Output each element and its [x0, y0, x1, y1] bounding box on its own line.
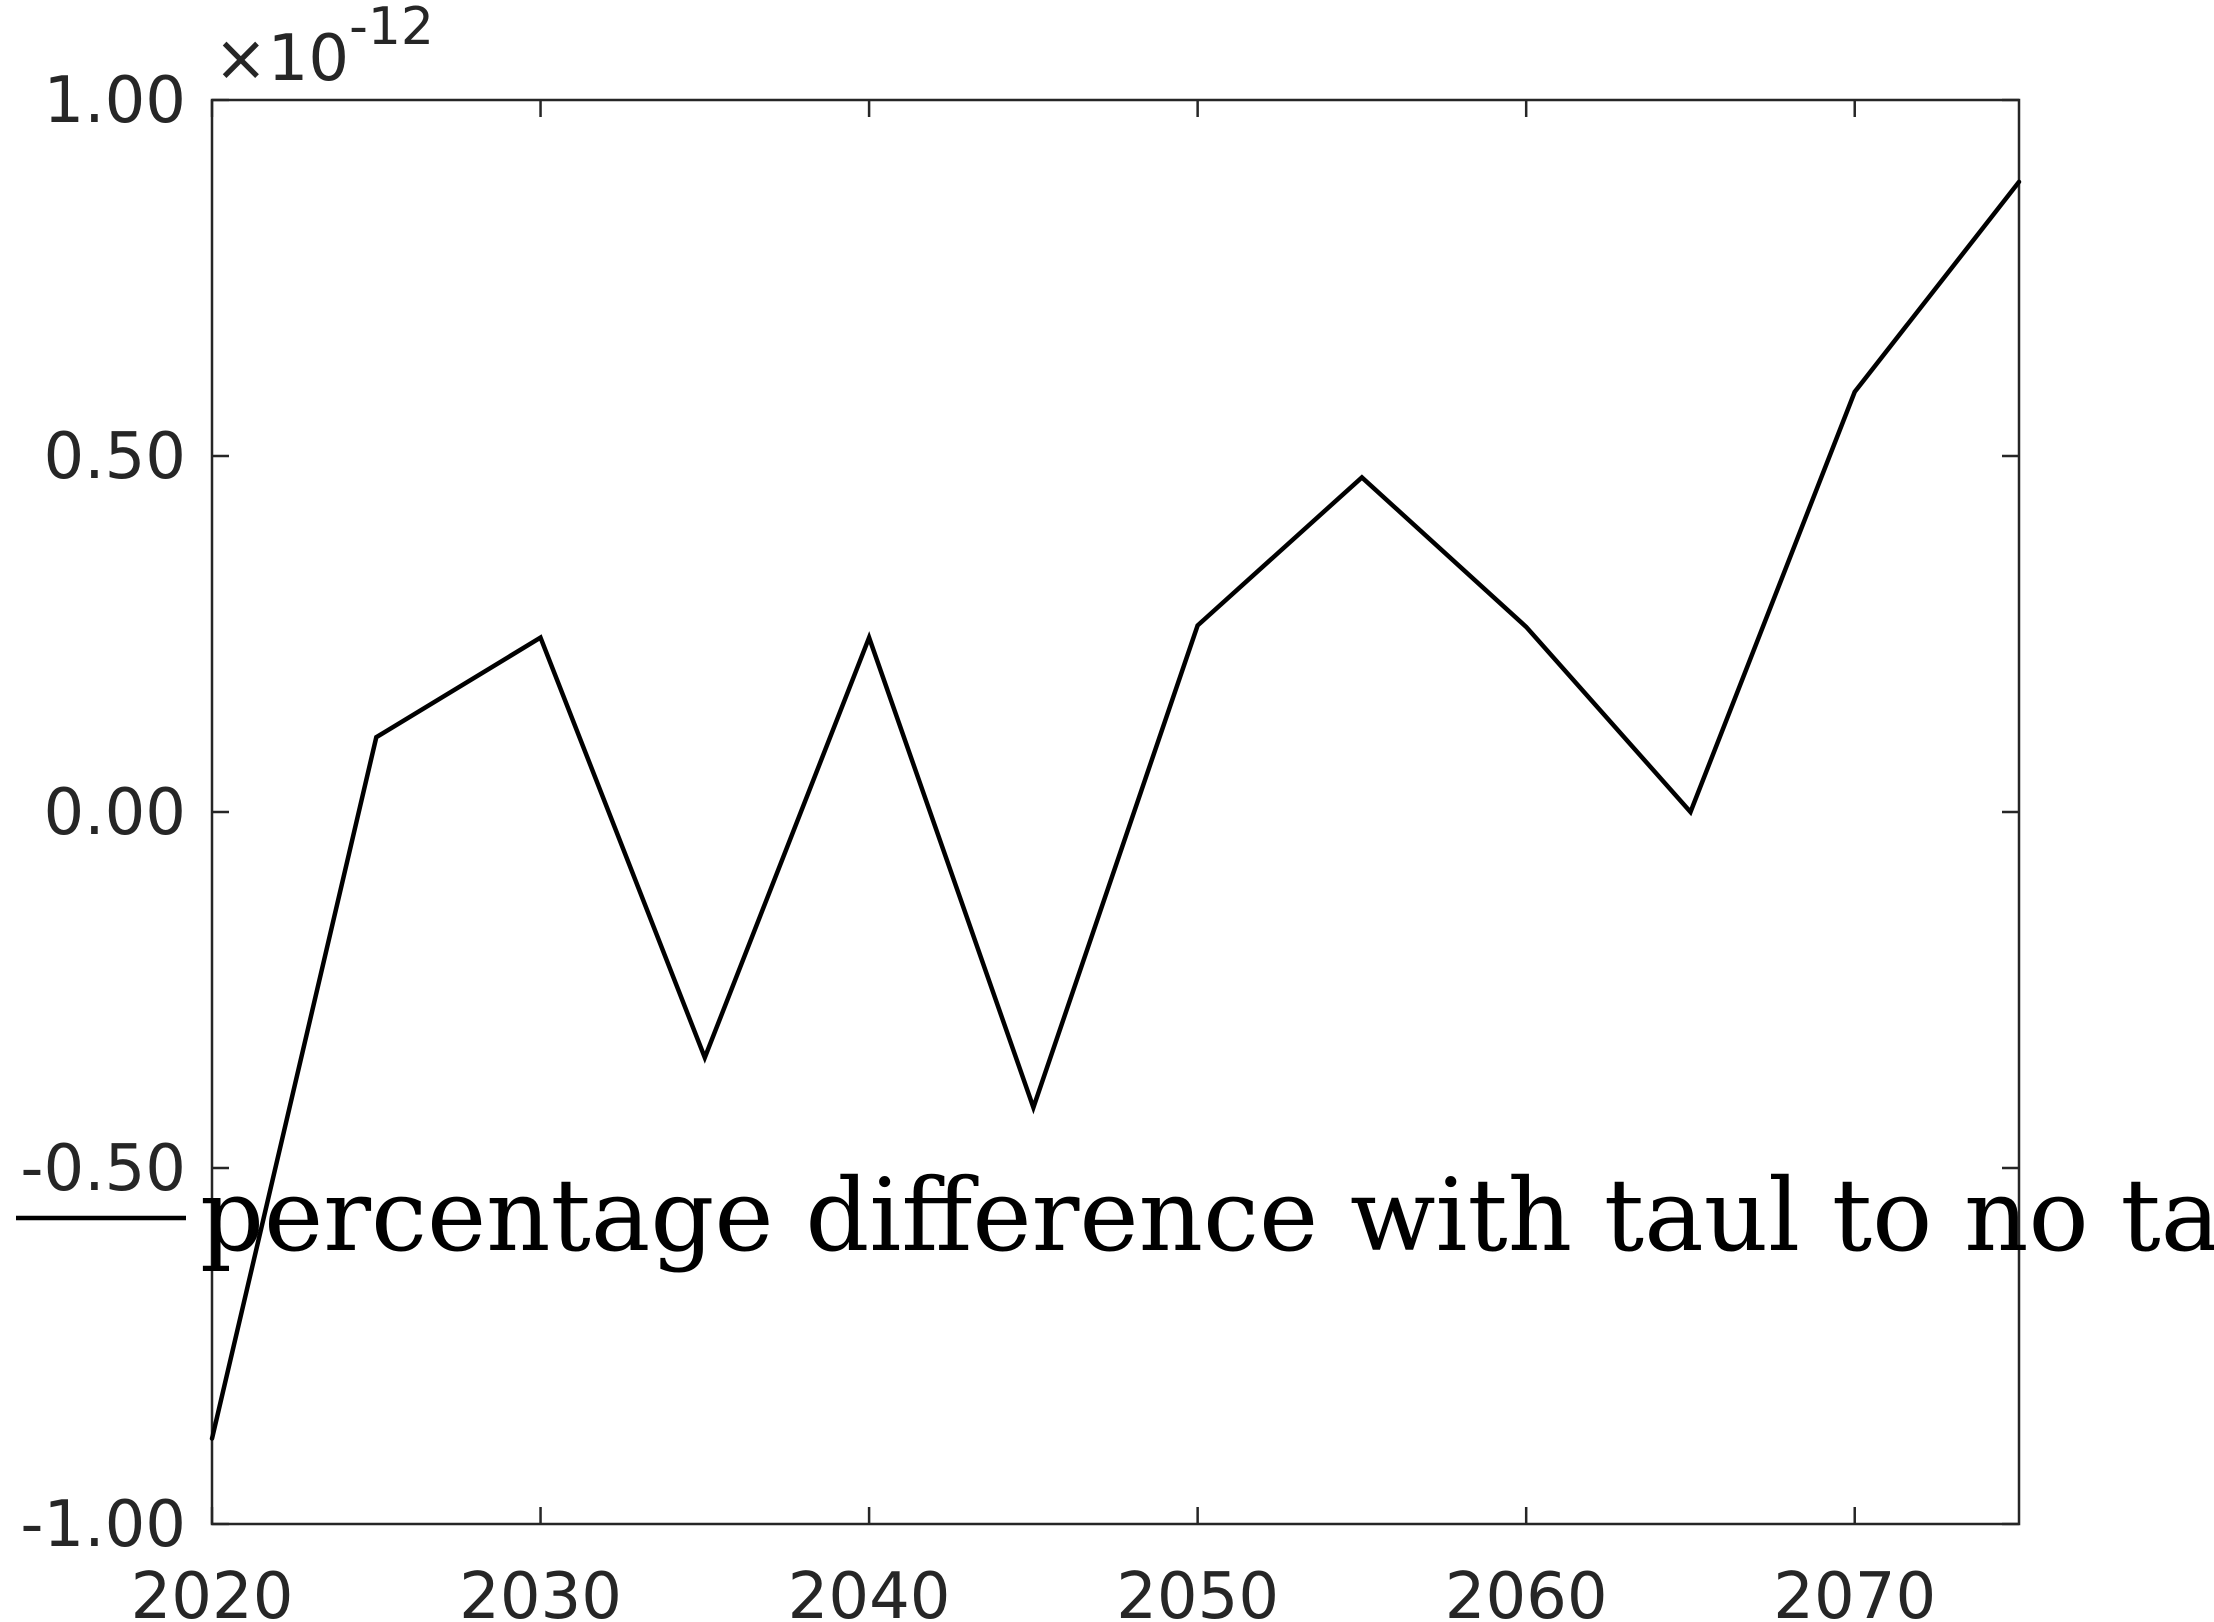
tick-marks	[210, 98, 2019, 1526]
series-layer	[209, 179, 2022, 1441]
y-tick-label: 0.50	[44, 420, 187, 494]
exponent-power: -12	[349, 0, 434, 57]
x-tick-label: 2030	[459, 1560, 622, 1622]
y-tick-label: 0.00	[44, 776, 187, 850]
plot-area	[210, 98, 2021, 1526]
legend-label: percentage difference with taul to no ta…	[200, 1157, 2214, 1274]
axes-frame	[210, 98, 2021, 1526]
x-tick-label: 2050	[1116, 1560, 1279, 1622]
x-tick-label: 2060	[1445, 1560, 1608, 1622]
legend: percentage difference with taul to no ta…	[16, 1157, 2214, 1274]
exponent-base: ×10	[214, 22, 349, 96]
y-tick-labels: -1.00 -0.50 0.00 0.50 1.00	[20, 64, 186, 1562]
x-tick-labels: 2020 2030 2040 2050 2060 2070	[131, 1560, 1937, 1622]
x-tick-label: 2070	[1773, 1560, 1936, 1622]
x-tick-label: 2040	[788, 1560, 951, 1622]
y-axis-exponent: ×10-12	[214, 0, 434, 96]
series-line	[209, 179, 2022, 1441]
x-tick-label: 2020	[131, 1560, 294, 1622]
y-tick-label: -0.50	[20, 1132, 186, 1206]
y-tick-label: 1.00	[44, 64, 187, 138]
y-tick-label: -1.00	[20, 1488, 186, 1562]
